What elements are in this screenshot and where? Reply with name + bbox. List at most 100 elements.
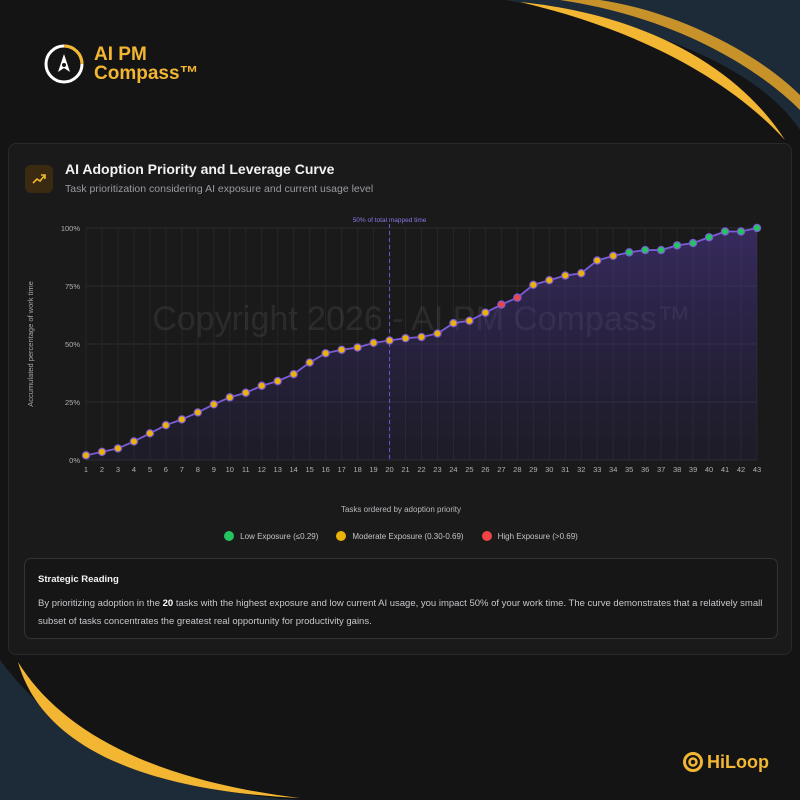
- reading-text: By prioritizing adoption in the 20 tasks…: [38, 595, 763, 631]
- data-point: [736, 227, 746, 236]
- chart-card: AI Adoption Priority and Leverage Curve …: [8, 143, 792, 655]
- data-point: [465, 316, 474, 326]
- data-point: [752, 223, 762, 233]
- x-tick-label: 18: [353, 465, 361, 474]
- compass-icon: [44, 44, 84, 84]
- x-tick-label: 39: [689, 465, 697, 474]
- legend-swatch-moderate: [336, 531, 347, 541]
- data-point: [129, 437, 139, 446]
- x-tick-label: 34: [609, 465, 617, 474]
- data-point: [289, 369, 298, 379]
- x-tick-label: 2: [100, 465, 104, 474]
- data-point: [624, 248, 634, 257]
- x-tick-label: 38: [673, 465, 681, 474]
- data-point: [97, 447, 107, 457]
- card-title: AI Adoption Priority and Leverage Curve: [65, 161, 335, 177]
- x-tick-label: 27: [497, 465, 505, 474]
- data-point: [273, 376, 282, 386]
- x-tick-label: 32: [577, 465, 585, 474]
- legend-swatch-low: [224, 531, 235, 541]
- x-tick-label: 4: [132, 465, 136, 474]
- data-point: [593, 256, 602, 265]
- data-point: [497, 300, 506, 309]
- legend-item-moderate: Moderate Exposure (0.30-0.69): [336, 531, 464, 541]
- x-tick-label: 7: [180, 465, 184, 474]
- data-point: [529, 280, 538, 290]
- data-point: [161, 420, 171, 430]
- data-point: [385, 336, 394, 345]
- data-point: [513, 293, 522, 302]
- hiloop-logo-icon: [683, 752, 703, 772]
- x-tick-label: 10: [226, 465, 234, 474]
- data-point: [640, 245, 650, 255]
- x-tick-label: 11: [242, 465, 250, 474]
- x-tick-label: 3: [116, 465, 120, 474]
- x-tick-label: 29: [529, 465, 537, 474]
- data-point: [561, 271, 570, 280]
- x-axis-label: Tasks ordered by adoption priority: [340, 505, 462, 514]
- x-tick-label: 28: [513, 465, 521, 474]
- data-point: [209, 400, 219, 409]
- data-point: [337, 345, 346, 354]
- legend-label-low: Low Exposure (≤0.29): [240, 531, 319, 541]
- x-tick-label: 14: [290, 465, 298, 474]
- logo-line2: Compass™: [94, 63, 199, 84]
- legend-item-low: Low Exposure (≤0.29): [224, 531, 318, 541]
- data-point: [545, 275, 554, 285]
- x-tick-label: 6: [164, 465, 168, 474]
- data-point: [672, 241, 682, 250]
- data-point: [449, 318, 458, 328]
- x-tick-label: 16: [321, 465, 329, 474]
- data-point: [704, 233, 714, 242]
- data-point: [241, 388, 250, 397]
- reference-line-label: 50% of total mapped time: [353, 217, 427, 224]
- hiloop-brand: HiLoop: [682, 751, 769, 773]
- x-tick-label: 36: [641, 465, 649, 474]
- reading-highlight: 20: [162, 598, 174, 609]
- x-tick-label: 8: [196, 465, 200, 474]
- chart-legend: Low Exposure (≤0.29) Moderate Exposure (…: [9, 531, 793, 541]
- x-tick-label: 35: [625, 465, 633, 474]
- data-point: [481, 308, 490, 317]
- data-point: [656, 245, 666, 255]
- x-tick-label: 20: [385, 465, 393, 474]
- data-point: [369, 338, 378, 348]
- x-tick-label: 40: [705, 465, 713, 474]
- data-point: [225, 393, 234, 402]
- data-point: [321, 349, 330, 358]
- x-tick-label: 5: [148, 465, 152, 474]
- data-point: [417, 332, 426, 342]
- legend-swatch-high: [481, 531, 492, 541]
- trending-up-icon: [25, 165, 53, 193]
- x-tick-label: 43: [753, 465, 761, 474]
- area-fill: [86, 228, 757, 460]
- data-point: [193, 408, 203, 417]
- y-tick-label: 0%: [69, 456, 80, 465]
- x-tick-label: 1: [84, 465, 88, 474]
- x-tick-label: 24: [449, 465, 457, 474]
- reading-title: Strategic Reading: [38, 574, 119, 585]
- x-tick-label: 42: [737, 465, 745, 474]
- legend-label-high: High Exposure (>0.69): [497, 531, 578, 541]
- legend-item-high: High Exposure (>0.69): [481, 531, 578, 541]
- x-tick-label: 13: [274, 465, 282, 474]
- x-tick-label: 41: [721, 465, 729, 474]
- y-tick-label: 100%: [61, 224, 81, 233]
- data-point: [720, 227, 730, 236]
- data-point: [177, 415, 187, 424]
- hiloop-brand-text: HiLoop: [707, 751, 769, 772]
- data-point: [688, 238, 698, 248]
- x-tick-label: 30: [545, 465, 553, 474]
- x-tick-label: 26: [481, 465, 489, 474]
- data-point: [353, 343, 362, 352]
- logo-line1: AI PM: [94, 44, 147, 65]
- x-tick-label: 31: [561, 465, 569, 474]
- data-point: [577, 269, 586, 278]
- y-tick-label: 25%: [65, 398, 80, 407]
- data-point: [609, 251, 618, 261]
- reading-text-after: tasks with the highest exposure and low …: [38, 598, 763, 627]
- data-point: [433, 329, 442, 338]
- x-tick-label: 17: [337, 465, 345, 474]
- data-point: [113, 444, 123, 453]
